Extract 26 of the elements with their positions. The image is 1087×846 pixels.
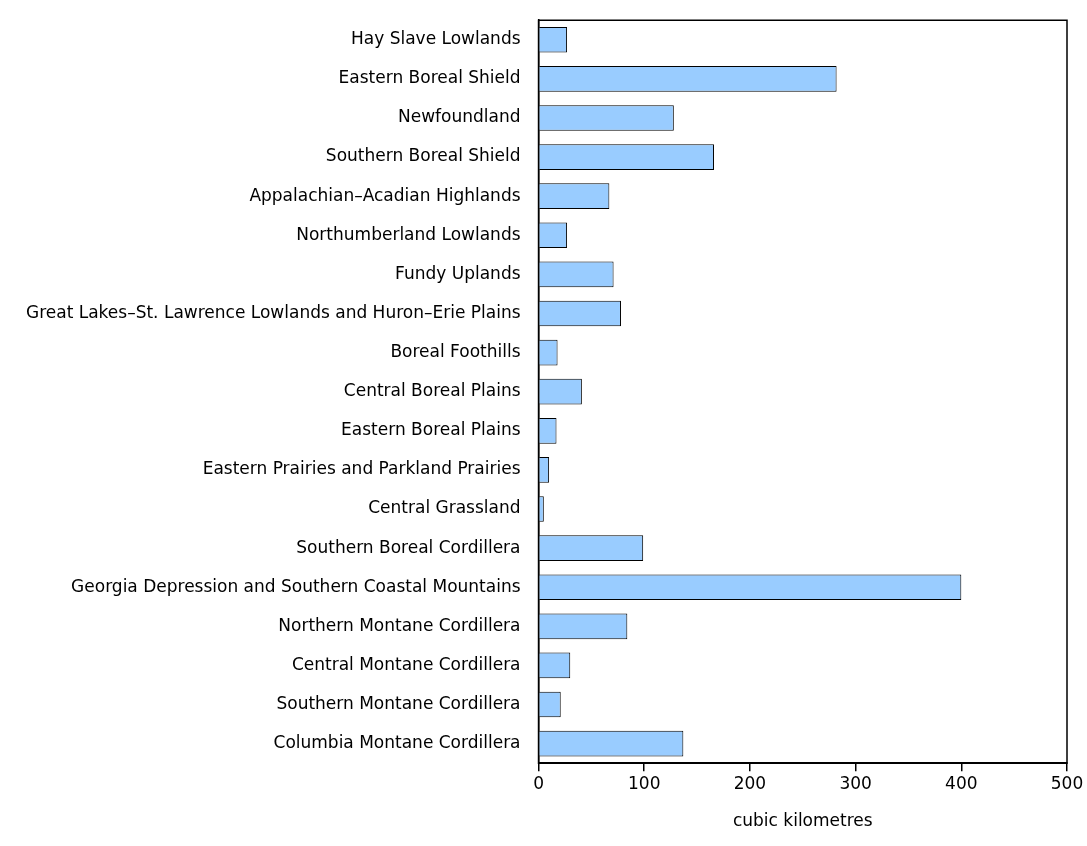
y-tick-label: Fundy Uplands xyxy=(395,262,521,283)
y-tick-label: Newfoundland xyxy=(398,106,521,127)
y-tick-label: Georgia Depression and Southern Coastal Mountains xyxy=(71,575,521,596)
y-tick-label: Northumberland Lowlands xyxy=(296,223,521,244)
y-tick-label: Appalachian–Acadian Highlands xyxy=(249,184,521,205)
y-tick-label: Southern Boreal Cordillera xyxy=(296,536,521,557)
x-tick-label: 100 xyxy=(628,772,661,793)
x-tick-label: 400 xyxy=(945,772,978,793)
y-tick-label: Northern Montane Cordillera xyxy=(278,614,521,635)
x-tick-label: 200 xyxy=(733,772,767,793)
y-tick-label: Eastern Boreal Plains xyxy=(341,419,521,440)
y-tick-label: Boreal Foothills xyxy=(390,341,521,362)
x-tick-label: 300 xyxy=(839,772,872,793)
y-tick-label: Central Grassland xyxy=(368,497,521,518)
y-tick-label: Great Lakes–St. Lawrence Lowlands and Huron–Erie Plains xyxy=(25,301,521,322)
x-axis-title: cubic kilometres xyxy=(732,810,873,831)
y-tick-label: Hay Slave Lowlands xyxy=(350,28,521,49)
y-tick-label: Central Montane Cordillera xyxy=(291,653,521,674)
x-tick-label: 500 xyxy=(1050,772,1084,793)
y-tick-label: Columbia Montane Cordillera xyxy=(273,732,521,753)
y-tick-label: Southern Boreal Shield xyxy=(325,145,521,166)
y-tick-label: Eastern Prairies and Parkland Prairies xyxy=(202,458,521,479)
y-tick-label: Southern Montane Cordillera xyxy=(276,692,521,713)
y-tick-label: Central Boreal Plains xyxy=(343,380,521,401)
y-tick-label: Eastern Boreal Shield xyxy=(338,67,521,88)
x-tick-label: 0 xyxy=(533,772,544,793)
